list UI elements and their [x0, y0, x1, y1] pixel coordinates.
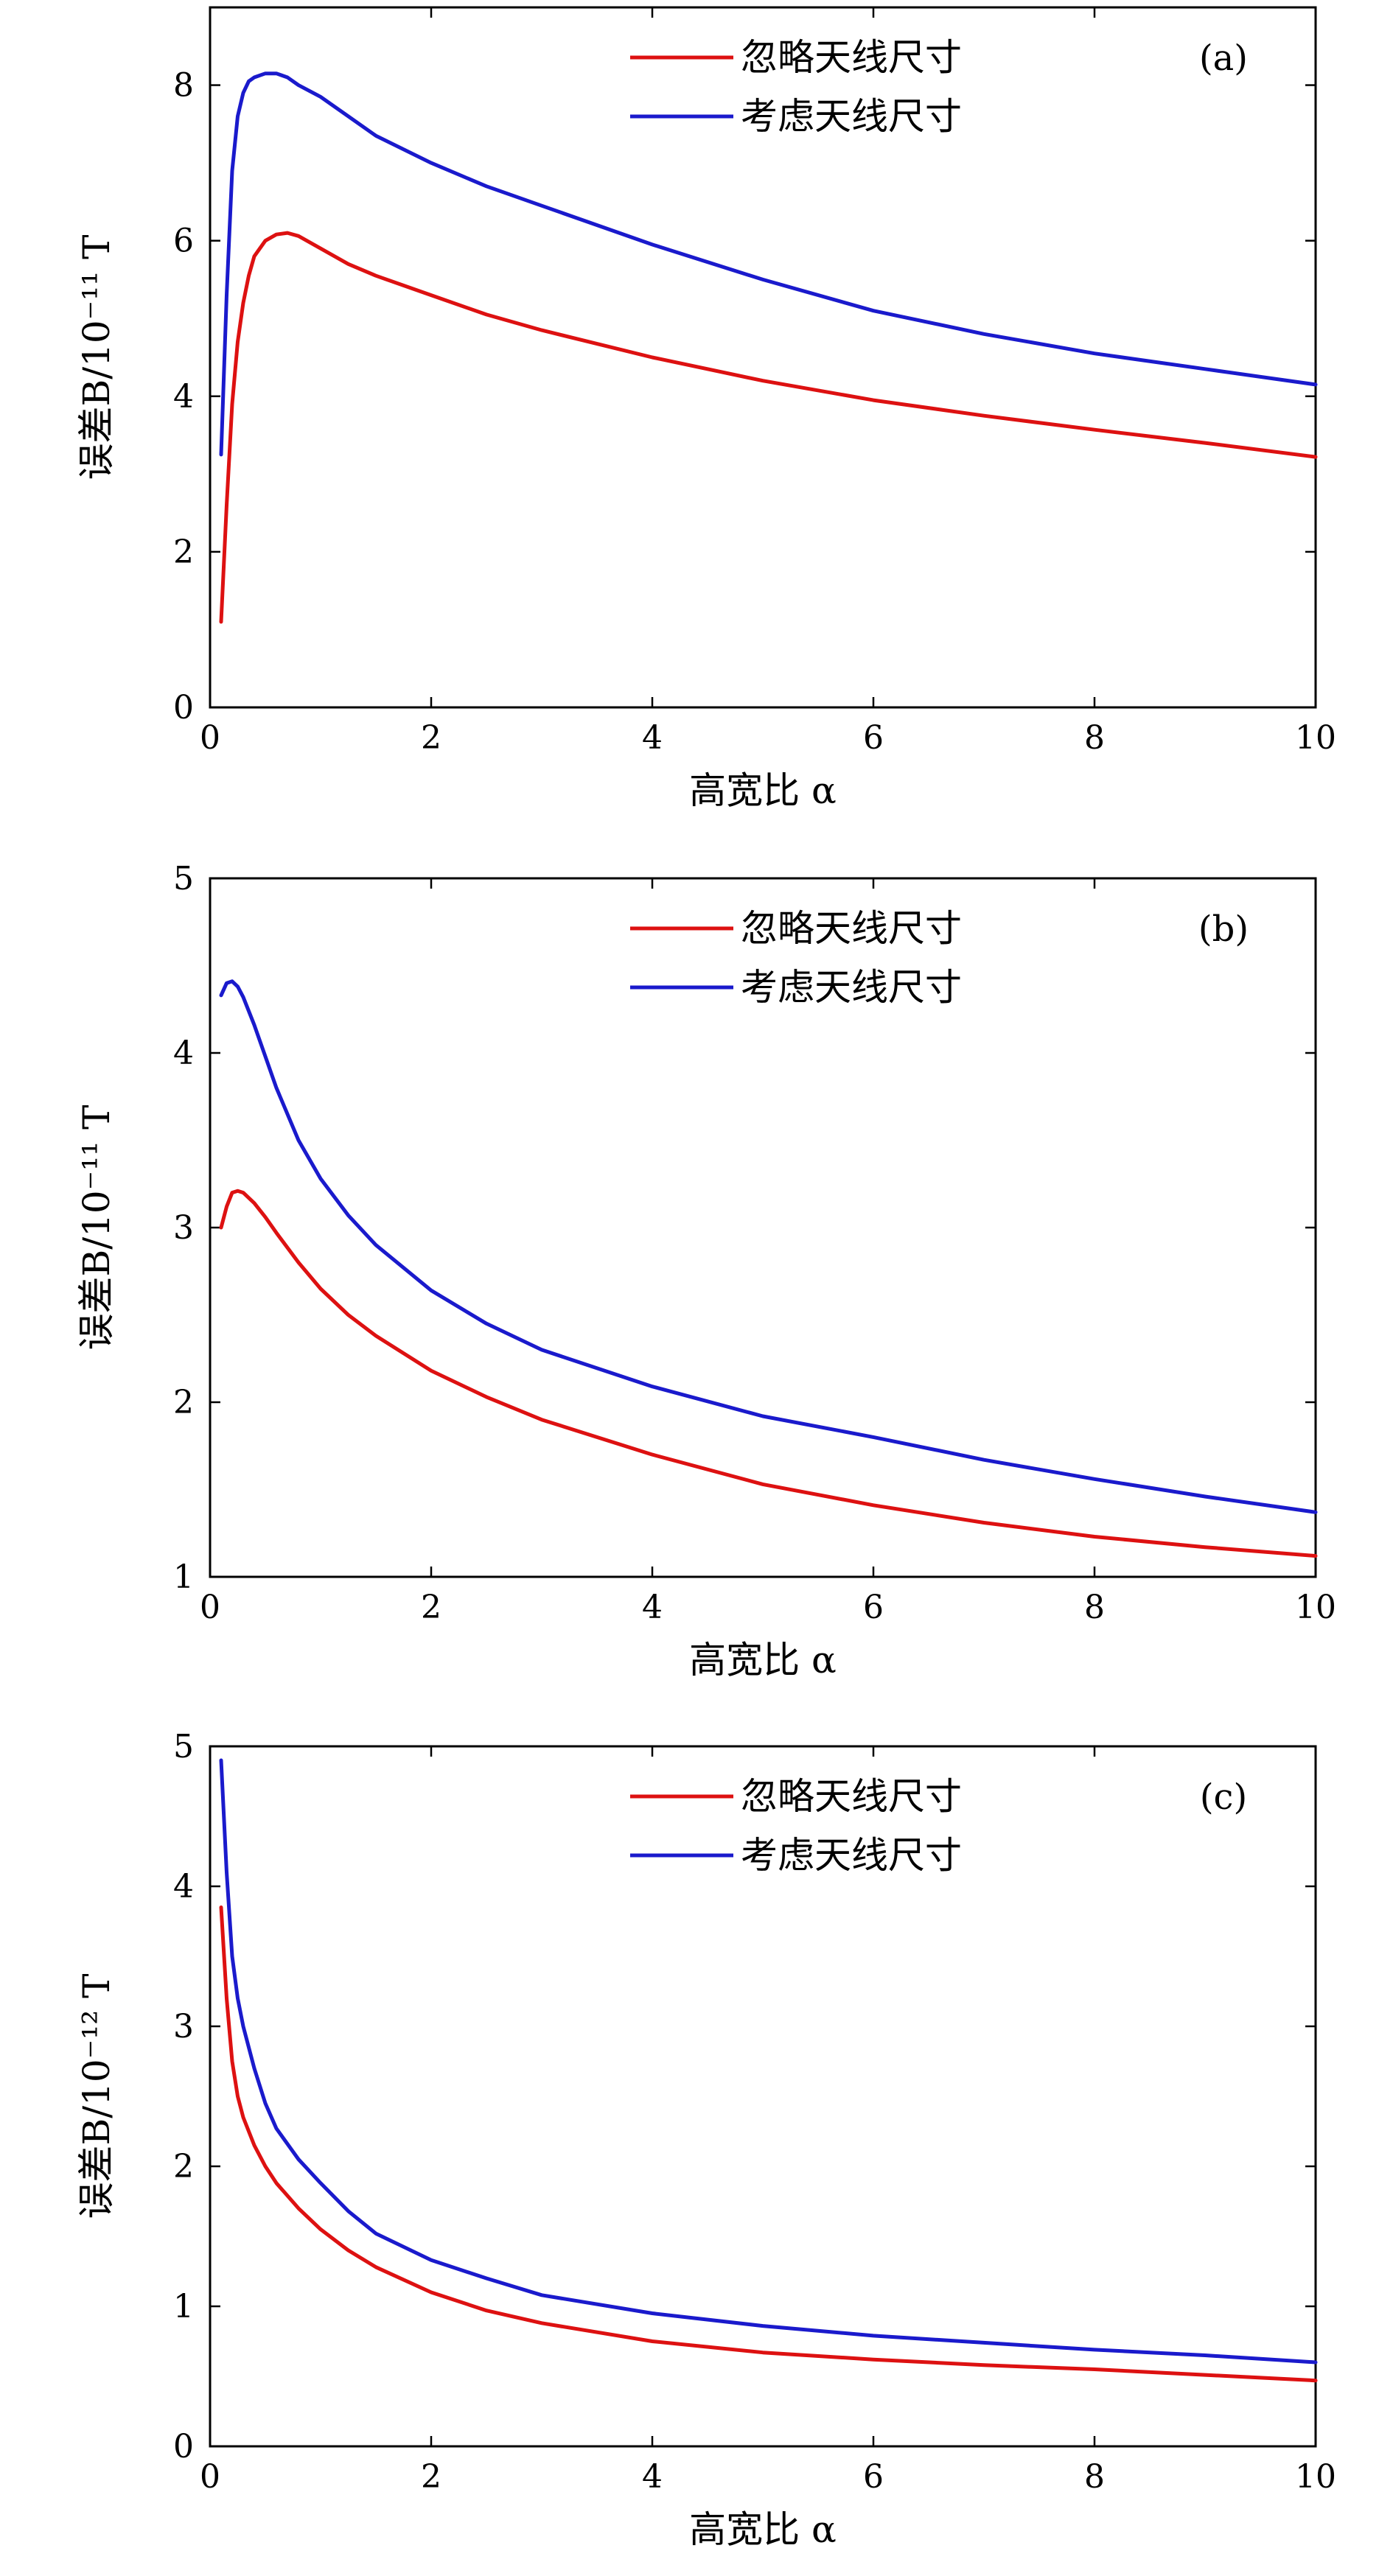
y-tick-label: 2 — [173, 1384, 194, 1421]
x-tick-label: 8 — [1084, 1589, 1105, 1626]
x-tick-label: 4 — [642, 1589, 663, 1626]
series-line-consider-antenna-size — [219, 71, 1318, 457]
panel-tag: (a) — [1199, 38, 1248, 79]
y-axis-label: 误差B/10⁻¹¹ T — [75, 1105, 118, 1351]
legend-label: 考虑天线尺寸 — [741, 1834, 962, 1877]
x-tick-label: 6 — [863, 2458, 884, 2496]
x-tick-label: 8 — [1084, 2458, 1105, 2496]
panel-tag: (c) — [1200, 1777, 1247, 1818]
x-axis-label: 高宽比 α — [689, 769, 837, 812]
legend-label: 考虑天线尺寸 — [741, 95, 962, 138]
x-tick-label: 4 — [642, 2458, 663, 2496]
y-tick-label: 0 — [173, 689, 194, 727]
y-tick-label: 8 — [173, 67, 194, 105]
legend-label: 考虑天线尺寸 — [741, 966, 962, 1009]
x-tick-label: 2 — [421, 719, 441, 757]
plot-frame — [209, 1745, 1317, 2448]
x-tick-label: 10 — [1295, 719, 1336, 757]
y-tick-label: 4 — [173, 1035, 194, 1072]
y-axis-label: 误差B/10⁻¹² T — [75, 1974, 118, 2219]
x-tick-label: 2 — [421, 2458, 441, 2496]
y-tick-label: 2 — [173, 2148, 194, 2185]
chart-panel-3: 0 2 4 6 8 10 0 1 2 3 4 5 高宽比 α 误差B/10⁻¹² T (c) 忽略天线尺寸考虑… — [75, 1728, 1336, 2551]
legend-label: 忽略天线尺寸 — [741, 1775, 962, 1818]
chart-panel-1: 0 2 4 6 8 10 0 2 4 6 8 高宽比 α 误差B/10⁻¹¹ T (a) 忽略天线尺寸考虑天… — [75, 6, 1336, 812]
series-line-ignore-antenna-size — [219, 231, 1318, 624]
series-line-ignore-antenna-size — [219, 1905, 1318, 2383]
x-tick-label: 10 — [1295, 1589, 1336, 1626]
panel-tag: (b) — [1198, 909, 1249, 950]
y-tick-label: 3 — [173, 2008, 194, 2045]
legend-label: 忽略天线尺寸 — [741, 907, 962, 950]
y-tick-label: 5 — [173, 1728, 194, 1765]
y-axis-label: 误差B/10⁻¹¹ T — [75, 235, 118, 480]
x-tick-label: 6 — [863, 1589, 884, 1626]
series-line-ignore-antenna-size — [219, 1189, 1318, 1558]
y-tick-label: 6 — [173, 223, 194, 260]
y-tick-label: 0 — [173, 2428, 194, 2465]
y-tick-label: 4 — [173, 1868, 194, 1905]
y-tick-label: 2 — [173, 533, 194, 571]
plot-frame — [209, 6, 1317, 709]
x-tick-label: 4 — [642, 719, 663, 757]
series-line-consider-antenna-size — [219, 979, 1318, 1514]
x-tick-label: 0 — [200, 2458, 220, 2496]
y-tick-label: 4 — [173, 378, 194, 416]
legend-label: 忽略天线尺寸 — [741, 36, 962, 79]
series-line-consider-antenna-size — [219, 1758, 1318, 2365]
y-tick-label: 3 — [173, 1209, 194, 1247]
x-tick-label: 10 — [1295, 2458, 1336, 2496]
y-tick-label: 1 — [173, 1558, 194, 1596]
x-axis-label: 高宽比 α — [689, 2508, 837, 2551]
y-tick-label: 5 — [173, 860, 194, 897]
x-tick-label: 2 — [421, 1589, 441, 1626]
x-tick-label: 0 — [200, 719, 220, 757]
x-tick-label: 0 — [200, 1589, 220, 1626]
y-tick-label: 1 — [173, 2288, 194, 2325]
x-tick-label: 6 — [863, 719, 884, 757]
x-axis-label: 高宽比 α — [689, 1639, 837, 1681]
x-tick-label: 8 — [1084, 719, 1105, 757]
